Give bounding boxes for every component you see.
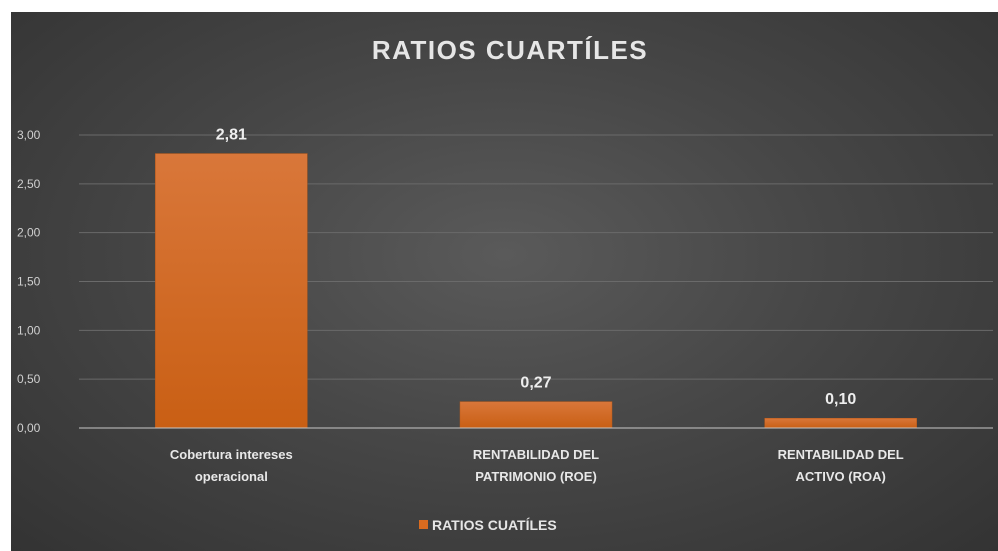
category-label: operacional [195,469,268,484]
bar [764,417,917,429]
legend-label: RATIOS CUATÍLES [432,517,557,533]
chart-title: RATIOS CUARTÍLES [372,35,648,65]
y-tick-label: 0,50 [17,372,41,386]
y-tick-label: 1,00 [17,323,41,337]
category-label: RENTABILIDAD DEL [473,447,599,462]
data-label: 0,10 [825,391,856,408]
data-labels: 2,81 0,27 0,10 [216,127,857,409]
y-axis-tick-labels: 0,00 0,50 1,00 1,50 2,00 2,50 3,00 [17,128,41,435]
bar [155,153,308,429]
x-axis-category-labels: Cobertura intereses operacional RENTABILID… [170,447,904,484]
data-label: 2,81 [216,127,247,144]
legend: RATIOS CUATÍLES [419,517,557,533]
y-tick-label: 0,00 [17,421,41,435]
category-label: PATRIMONIO (ROE) [475,469,597,484]
y-tick-label: 2,50 [17,177,41,191]
chart-area: RATIOS CUARTÍLES 0,00 0,50 1,00 1,50 2,00 2,5… [11,12,998,551]
data-label: 0,27 [520,375,551,392]
bar-chart: RATIOS CUARTÍLES 0,00 0,50 1,00 1,50 2,00 2,5… [17,35,993,533]
y-tick-label: 2,00 [17,226,41,240]
legend-swatch [419,520,428,529]
category-label: RENTABILIDAD DEL [778,447,904,462]
y-tick-label: 1,50 [17,275,41,289]
category-label: Cobertura intereses [170,447,293,462]
y-tick-label: 3,00 [17,128,41,142]
bars [155,153,917,429]
category-label: ACTIVO (ROA) [796,469,886,484]
bar [459,401,613,429]
